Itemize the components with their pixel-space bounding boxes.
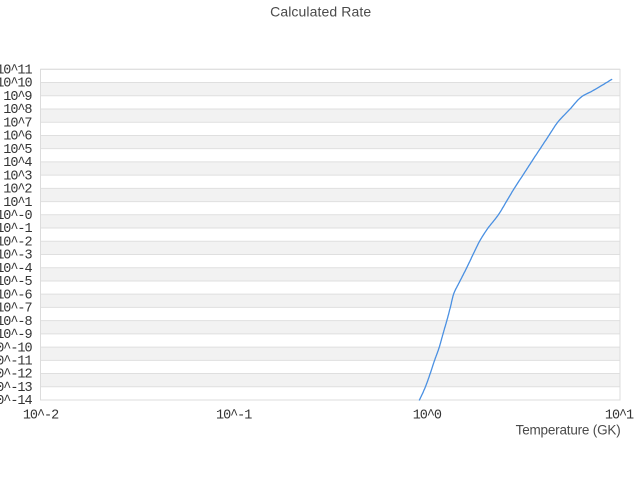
svg-text:10^-13: 10^-13 bbox=[0, 381, 32, 396]
svg-text:10^-12: 10^-12 bbox=[0, 368, 32, 383]
svg-text:10^-3: 10^-3 bbox=[0, 249, 32, 264]
svg-text:10^-6: 10^-6 bbox=[0, 288, 32, 303]
svg-text:10^11: 10^11 bbox=[0, 64, 32, 79]
svg-text:10^0: 10^0 bbox=[413, 409, 442, 424]
svg-text:10^-2: 10^-2 bbox=[0, 235, 32, 250]
svg-text:10^6: 10^6 bbox=[3, 130, 32, 145]
svg-text:10^2: 10^2 bbox=[3, 183, 32, 198]
svg-text:10^-11: 10^-11 bbox=[0, 355, 32, 370]
svg-text:10^-2: 10^-2 bbox=[23, 409, 59, 424]
svg-text:10^7: 10^7 bbox=[3, 116, 32, 131]
svg-text:10^-0: 10^-0 bbox=[0, 209, 32, 224]
svg-text:10^-14: 10^-14 bbox=[0, 394, 32, 409]
svg-text:10^3: 10^3 bbox=[3, 169, 32, 184]
svg-text:Calculated Rate: Calculated Rate bbox=[270, 3, 371, 19]
svg-text:10^4: 10^4 bbox=[3, 156, 32, 171]
svg-text:10^9: 10^9 bbox=[3, 90, 32, 105]
svg-text:10^-5: 10^-5 bbox=[0, 275, 32, 290]
svg-text:10^1: 10^1 bbox=[605, 409, 634, 424]
svg-text:10^8: 10^8 bbox=[3, 103, 32, 118]
svg-text:10^-7: 10^-7 bbox=[0, 302, 32, 317]
svg-text:10^1: 10^1 bbox=[3, 196, 32, 211]
svg-text:10^-1: 10^-1 bbox=[216, 409, 252, 424]
svg-text:10^10: 10^10 bbox=[0, 77, 32, 92]
svg-text:10^5: 10^5 bbox=[3, 143, 32, 158]
svg-text:10^-9: 10^-9 bbox=[0, 328, 32, 343]
svg-text:Temperature (GK): Temperature (GK) bbox=[516, 423, 621, 438]
svg-text:10^-8: 10^-8 bbox=[0, 315, 32, 330]
svg-text:10^-1: 10^-1 bbox=[0, 222, 32, 237]
svg-text:10^-4: 10^-4 bbox=[0, 262, 32, 277]
svg-text:10^-10: 10^-10 bbox=[0, 341, 32, 356]
